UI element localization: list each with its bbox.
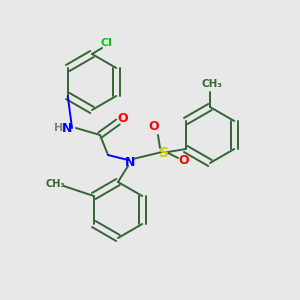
Text: N: N <box>62 122 72 134</box>
Text: O: O <box>179 154 189 166</box>
Text: O: O <box>149 121 159 134</box>
Text: Cl: Cl <box>100 38 112 48</box>
Text: S: S <box>159 146 169 160</box>
Text: O: O <box>118 112 128 124</box>
Text: CH₃: CH₃ <box>46 179 66 189</box>
Text: H: H <box>54 123 64 133</box>
Text: CH₃: CH₃ <box>202 79 223 89</box>
Text: N: N <box>125 157 135 169</box>
